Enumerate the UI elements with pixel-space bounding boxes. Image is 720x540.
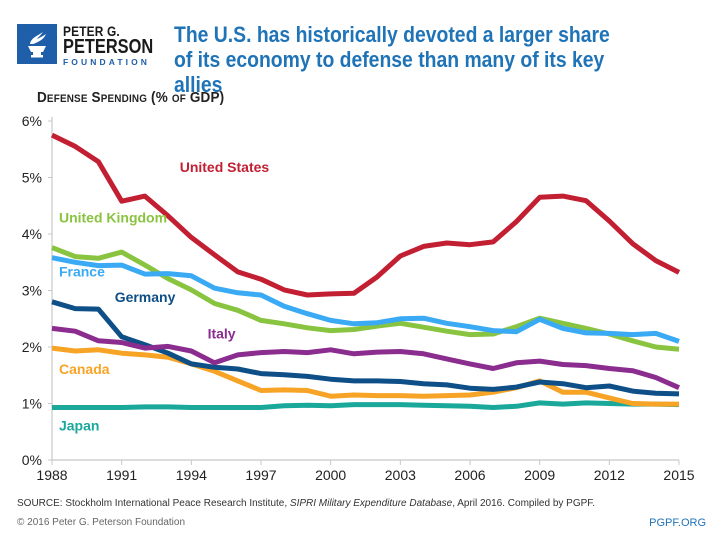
y-tick-label: 0% bbox=[22, 452, 42, 468]
chart-title: Defense Spending (% of GDP) bbox=[37, 89, 225, 106]
source-italic: SIPRI Military Expenditure Database bbox=[289, 498, 453, 509]
source-note: SOURCE: Stockholm International Peace Re… bbox=[17, 498, 595, 509]
logo: PETER G. PETERSON FOUNDATION bbox=[17, 24, 173, 67]
series-label-japan: Japan bbox=[59, 418, 99, 434]
y-tick-label: 6% bbox=[22, 113, 42, 129]
x-tick-label: 1994 bbox=[176, 467, 207, 483]
source-suffix: , April 2016. Compiled by PGPF. bbox=[452, 498, 596, 509]
x-tick-label: 1988 bbox=[36, 467, 67, 483]
x-tick-label: 2009 bbox=[524, 467, 555, 483]
x-tick-label: 1997 bbox=[245, 467, 276, 483]
x-tick-label: 2000 bbox=[315, 467, 346, 483]
logo-line2: PETERSON bbox=[63, 36, 154, 58]
series-label-italy: Italy bbox=[208, 326, 236, 342]
logo-line3: FOUNDATION bbox=[63, 57, 151, 67]
x-tick-label: 2003 bbox=[385, 467, 416, 483]
series-label-canada: Canada bbox=[59, 361, 110, 377]
page-title: The U.S. has historically devoted a larg… bbox=[174, 22, 610, 97]
series-line-japan bbox=[52, 400, 680, 410]
copyright: © 2016 Peter G. Peterson Foundation bbox=[17, 517, 186, 528]
labels-layer: United States United Kingdom France Germany… bbox=[59, 159, 269, 434]
y-tick-label: 3% bbox=[22, 283, 42, 299]
series-layer bbox=[50, 132, 681, 410]
series-label-france: France bbox=[59, 263, 105, 279]
series-line-france bbox=[51, 255, 680, 344]
series-line-italy bbox=[51, 325, 681, 390]
x-tick-label: 1991 bbox=[106, 467, 137, 483]
y-tick-label: 2% bbox=[22, 339, 42, 355]
site-link[interactable]: PGPF.ORG bbox=[649, 517, 706, 529]
y-tick-label: 4% bbox=[22, 226, 42, 242]
x-tick-label: 2012 bbox=[594, 467, 625, 483]
series-label-united-kingdom: United Kingdom bbox=[59, 210, 167, 226]
series-line-canada bbox=[51, 345, 679, 407]
y-tick-label: 1% bbox=[22, 396, 42, 412]
source-prefix: SOURCE: Stockholm International Peace Re… bbox=[17, 498, 290, 509]
torch-icon bbox=[17, 24, 57, 64]
y-tick-label: 5% bbox=[22, 170, 42, 186]
series-label-united-states: United States bbox=[180, 159, 270, 175]
series-label-germany: Germany bbox=[115, 289, 176, 305]
axes: 0% 1% 2% 3% 4% 5% 6% 1988 1991 1994 1997 2000 2003 20… bbox=[22, 113, 695, 483]
series-line-united-states bbox=[50, 132, 681, 298]
logo-line1: PETER G. bbox=[63, 23, 120, 39]
x-tick-label: 2015 bbox=[663, 467, 694, 483]
x-tick-label: 2006 bbox=[454, 467, 485, 483]
